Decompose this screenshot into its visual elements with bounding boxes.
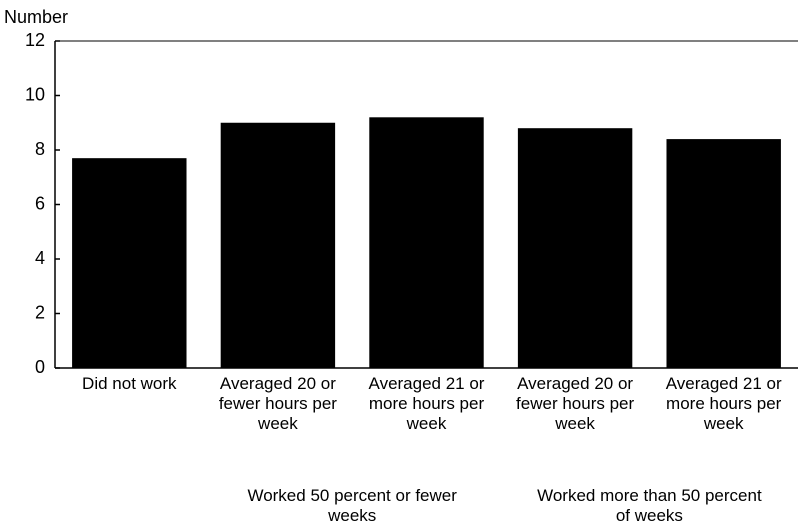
y-tick-label: 10 [25,84,45,104]
y-tick-label: 8 [35,139,45,159]
bar [369,117,484,368]
y-tick-label: 0 [35,357,45,377]
x-tick-label: Did not work [82,374,177,393]
bar [666,139,781,368]
y-tick-label: 12 [25,30,45,50]
bar [220,122,336,368]
y-tick-label: 2 [35,302,45,322]
y-axis-label: Number [4,7,68,27]
y-tick-label: 4 [35,248,45,268]
group-label: Worked more than 50 percent of weeks [537,486,762,525]
bar [72,158,187,368]
group-label: Worked 50 percent or fewer weeks [247,486,457,525]
x-tick-label: Averaged 20 or fewer hours per week [516,374,635,433]
x-tick-label: Averaged 21 or more hours per week [665,374,782,433]
bar [517,128,633,368]
y-tick-label: 6 [35,193,45,213]
x-tick-label: Averaged 20 or fewer hours per week [218,374,337,433]
x-tick-label: Averaged 21 or more hours per week [368,374,485,433]
